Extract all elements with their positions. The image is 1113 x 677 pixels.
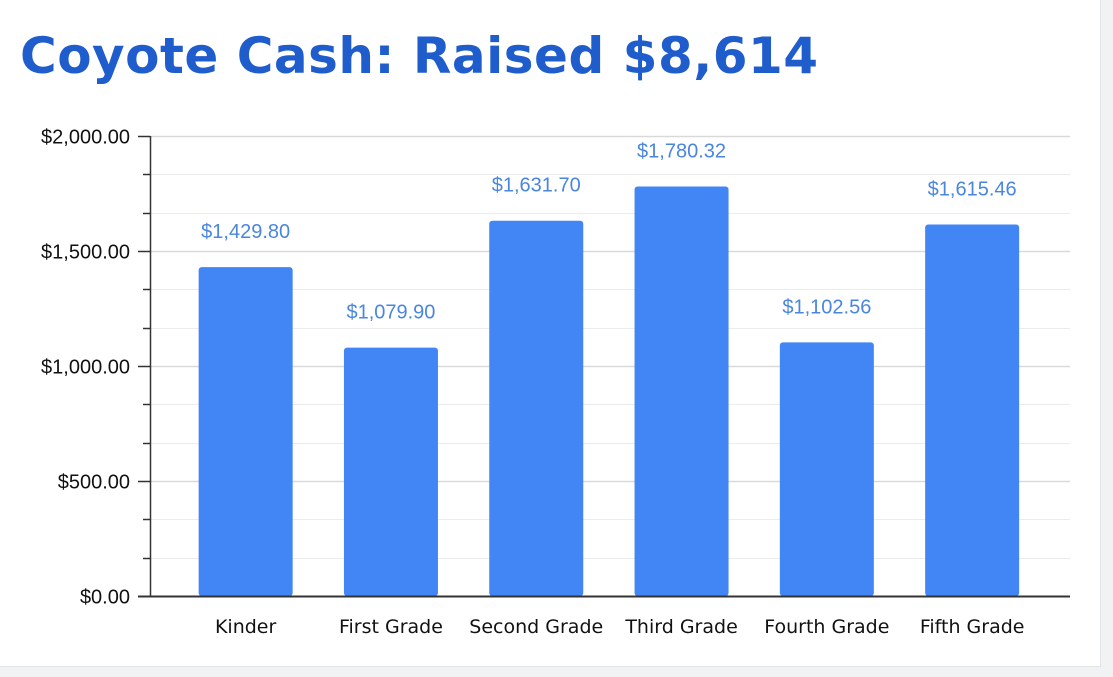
bar-data-label: $1,615.46 <box>928 178 1017 200</box>
x-category-label: Kinder <box>215 616 277 638</box>
x-category-label: Fifth Grade <box>920 616 1025 638</box>
bar-data-label: $1,102.56 <box>782 296 871 318</box>
bar-data-label: $1,780.32 <box>637 141 726 163</box>
bar[interactable] <box>634 186 729 596</box>
y-tick-label: $0.00 <box>80 587 130 609</box>
bar[interactable] <box>489 220 584 597</box>
bar[interactable] <box>198 267 293 596</box>
y-tick-label: $2,000.00 <box>41 127 130 149</box>
bar-data-label: $1,079.90 <box>346 302 435 324</box>
chart-title: Coyote Cash: Raised $8,614 <box>20 27 819 85</box>
x-category-label: Second Grade <box>469 616 603 638</box>
x-category-label: Fourth Grade <box>764 616 889 638</box>
bar[interactable] <box>779 342 874 596</box>
chart-card: Coyote Cash: Raised $8,614 $0.00 $500.00 $… <box>0 0 1101 667</box>
y-tick-label: $500.00 <box>58 472 130 494</box>
x-category-label: Third Grade <box>624 616 737 638</box>
y-tick-label: $1,500.00 <box>41 242 130 264</box>
x-category-label: First Grade <box>339 616 443 638</box>
bar-data-label: $1,429.80 <box>201 221 290 243</box>
bar-data-label: $1,631.70 <box>492 175 581 197</box>
bar[interactable] <box>925 224 1020 596</box>
y-tick-label: $1,000.00 <box>41 357 130 379</box>
bar-chart: $0.00 $500.00 $1,000.00 $1,500.00 $2,000.00 $… <box>41 127 1070 638</box>
bar[interactable] <box>343 347 438 596</box>
